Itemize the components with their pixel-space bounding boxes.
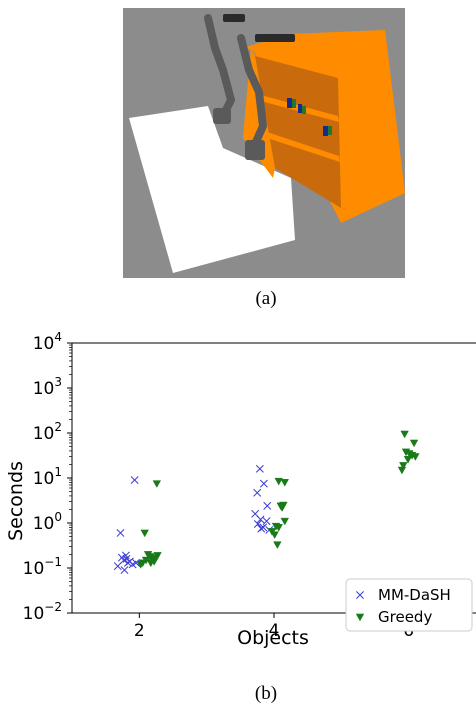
robot-scene-render [123, 8, 405, 278]
marker-triangle-down [273, 541, 282, 549]
marker-x [255, 464, 264, 473]
marker-x [113, 562, 122, 571]
marker-x [257, 524, 266, 533]
robot-arm-left [204, 14, 235, 120]
shelf-object-green-2 [302, 106, 306, 114]
marker-x [132, 558, 140, 567]
shelf-top [243, 30, 385, 50]
y-tick-label: 101 [33, 465, 62, 489]
marker-triangle-down [355, 613, 365, 622]
x-tick-label: 2 [134, 621, 145, 641]
robot-arm-right [237, 34, 267, 148]
marker-triangle-down [409, 439, 419, 448]
legend: MM-DaSH Greedy [345, 578, 473, 632]
y-axis-ticks: 10−2 10−1 100 101 102 103 104 [23, 330, 72, 624]
shelf-object-blue-2 [298, 104, 302, 113]
marker-x [121, 551, 130, 560]
robot-arm-left-base [213, 108, 231, 124]
robot-arm-right-base [245, 140, 265, 160]
marker-triangle-down [140, 529, 149, 538]
shelf-object-green-1 [292, 99, 296, 108]
y-tick-label: 104 [33, 330, 62, 354]
caption-a: (a) [255, 288, 277, 309]
marker-triangle-down [274, 524, 283, 532]
robot-arm-right-gripper [255, 34, 295, 42]
shelf-object-blue-3 [323, 126, 328, 136]
robot-arm-left-gripper [223, 14, 245, 22]
marker-triangle-down [280, 517, 289, 526]
shelf-board-lower [261, 130, 340, 162]
y-tick-label: 102 [33, 420, 62, 444]
marker-triangle-down [397, 466, 407, 475]
marker-x [122, 554, 131, 563]
marker-triangle-down [279, 501, 288, 510]
marker-triangle-down [136, 561, 145, 569]
marker-triangle-down [270, 531, 279, 539]
marker-triangle-down [400, 430, 409, 439]
marker-x [256, 515, 265, 524]
legend-label: MM-DaSH [378, 586, 451, 604]
marker-x [253, 520, 262, 528]
marker-x [253, 488, 262, 497]
y-axis-label: Seconds [5, 461, 27, 541]
marker-triangle-down [403, 456, 413, 464]
marker-x [259, 479, 268, 488]
marker-x [259, 523, 268, 532]
shelf-object-green-3 [328, 126, 332, 135]
marker-x [130, 476, 139, 485]
y-tick-label: 10−1 [23, 555, 62, 579]
marker-triangle-down [411, 453, 420, 461]
legend-label: Greedy [378, 608, 432, 626]
marker-triangle-down [280, 479, 289, 487]
caption-b: (b) [254, 683, 278, 704]
marker-triangle-down [153, 552, 162, 560]
marker-triangle-down [152, 480, 162, 488]
y-tick-label: 103 [33, 375, 62, 399]
shelf-cavity [255, 56, 341, 208]
y-tick-label: 10−2 [23, 600, 62, 624]
x-tick-label: 4 [269, 621, 280, 641]
marker-x [120, 566, 129, 575]
marker-x [262, 517, 271, 526]
marker-x [116, 529, 125, 537]
marker-x [263, 501, 272, 510]
table-surface [129, 106, 295, 273]
legend-box [345, 578, 473, 632]
x-axis-label: Objects [237, 627, 309, 649]
marker-triangle-down [274, 477, 283, 486]
y-tick-label: 100 [33, 510, 62, 534]
marker-triangle-down [146, 559, 156, 568]
shelf-object-blue-1 [287, 98, 292, 108]
marker-x [356, 591, 364, 599]
data-markers [113, 430, 420, 575]
marker-triangle-down [399, 462, 408, 470]
marker-x [119, 556, 128, 565]
